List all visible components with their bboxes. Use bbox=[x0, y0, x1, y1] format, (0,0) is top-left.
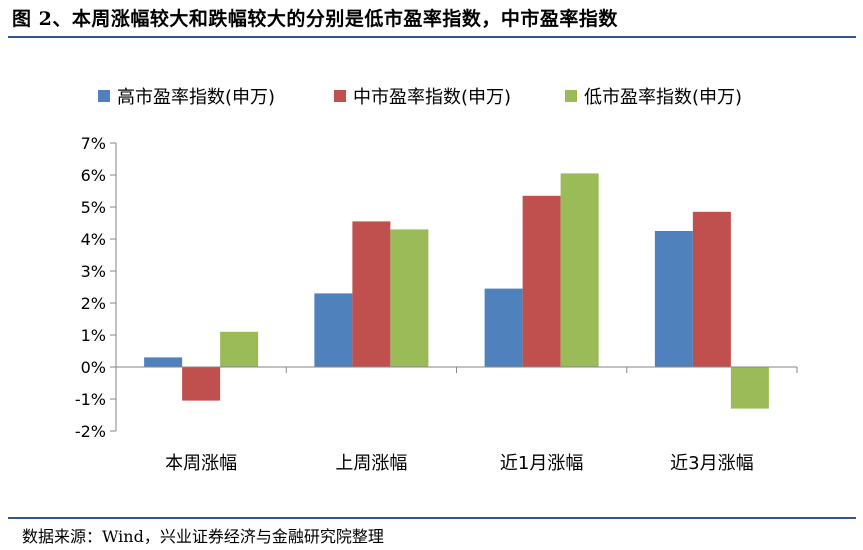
legend-label: 低市盈率指数(申万) bbox=[584, 87, 742, 108]
bar bbox=[182, 367, 221, 401]
bar bbox=[484, 288, 523, 367]
y-tick-label: 1% bbox=[81, 326, 106, 345]
chart-axes: -2% -1% 0% 1% 2% 3% 4% 5% 6% 7% 本周涨幅 上周涨幅 近1月涨幅 近3月涨幅 bbox=[75, 134, 798, 474]
x-category-label: 上周涨幅 bbox=[335, 453, 407, 474]
y-tick-label: 6% bbox=[81, 166, 106, 185]
y-tick-label: -2% bbox=[75, 422, 106, 441]
legend-swatch bbox=[98, 90, 110, 102]
bar bbox=[352, 221, 391, 367]
legend-swatch bbox=[565, 90, 577, 102]
bar bbox=[144, 357, 183, 367]
y-tick-label: 2% bbox=[81, 294, 106, 313]
source-note: 数据来源：Wind，兴业证券经济与金融研究院整理 bbox=[22, 527, 384, 546]
chart-legend: 高市盈率指数(申万) 中市盈率指数(申万) 低市盈率指数(申万) bbox=[98, 87, 742, 108]
bar bbox=[560, 173, 599, 367]
y-tick-label: 3% bbox=[81, 262, 106, 281]
legend-label: 中市盈率指数(申万) bbox=[353, 87, 511, 108]
x-category-label: 近3月涨幅 bbox=[670, 453, 753, 474]
chart-bars bbox=[144, 173, 769, 409]
y-tick-label: -1% bbox=[75, 390, 106, 409]
bar bbox=[314, 293, 353, 367]
y-tick-label: 4% bbox=[81, 230, 106, 249]
legend-swatch bbox=[334, 90, 346, 102]
bar bbox=[692, 211, 731, 367]
bar bbox=[730, 367, 769, 409]
bottom-rule bbox=[8, 517, 856, 519]
legend-label: 高市盈率指数(申万) bbox=[117, 87, 275, 108]
y-tick-label: 5% bbox=[81, 198, 106, 217]
x-category-label: 近1月涨幅 bbox=[500, 453, 583, 474]
top-rule bbox=[8, 36, 856, 38]
bar bbox=[390, 229, 429, 367]
y-tick-label: 7% bbox=[81, 134, 106, 153]
bar bbox=[522, 195, 561, 367]
figure-title: 图 2、本周涨幅较大和跌幅较大的分别是低市盈率指数，中市盈率指数 bbox=[12, 8, 618, 30]
y-tick-label: 0% bbox=[81, 358, 106, 377]
bar bbox=[654, 231, 693, 367]
bar bbox=[220, 331, 259, 367]
x-category-label: 本周涨幅 bbox=[165, 453, 237, 474]
